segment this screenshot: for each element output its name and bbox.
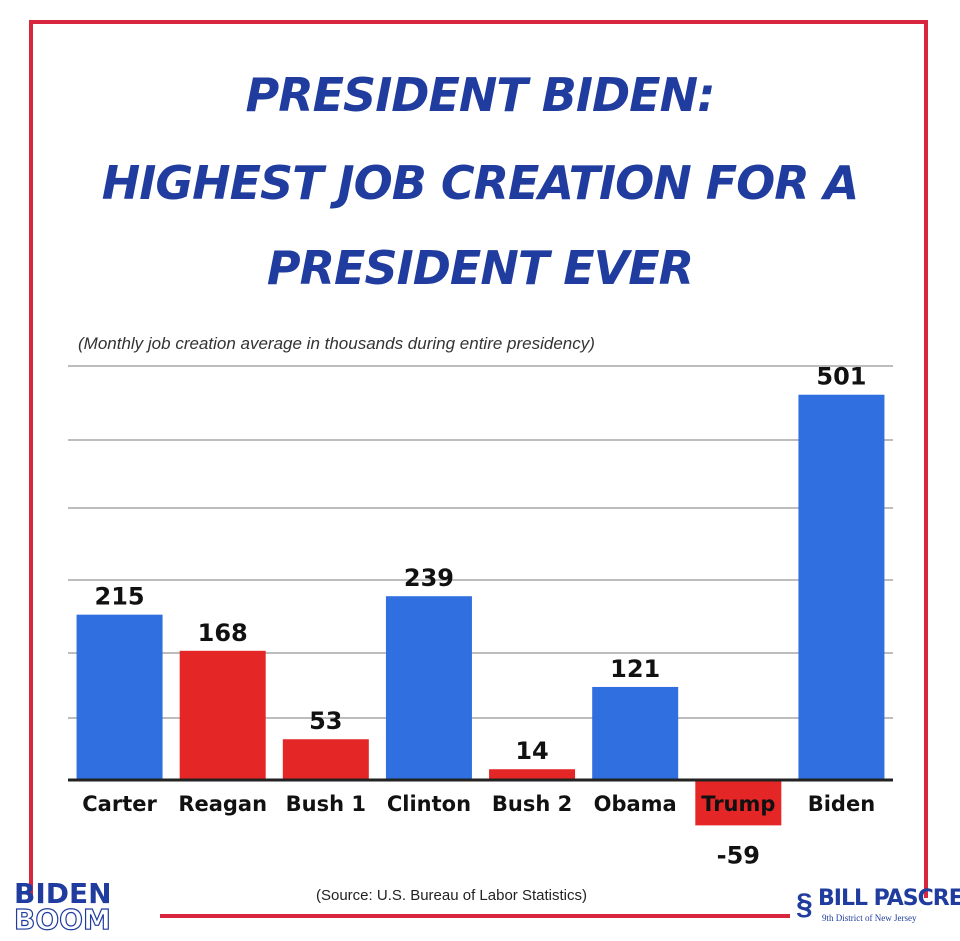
logo-left-line2: BOOM	[13, 903, 111, 936]
value-label-carter: 215	[95, 583, 145, 611]
value-label-clinton: 239	[404, 564, 454, 592]
bar-obama	[592, 686, 679, 780]
logo-left-line1: BIDEN	[14, 877, 112, 910]
source-note: (Source: U.S. Bureau of Labor Statistics…	[316, 887, 587, 904]
bar-trump	[695, 780, 782, 826]
bar-biden	[798, 394, 885, 780]
bar-clinton	[385, 596, 472, 780]
bar-chart: 215 Carter 168 Reagan 53 Bush 1 239 Clinton 14 Bu…	[68, 363, 893, 869]
category-label-clinton: Clinton	[387, 792, 471, 816]
category-label-biden: Biden	[808, 792, 875, 816]
value-label-biden: 501	[816, 363, 866, 391]
red-frame	[29, 20, 928, 898]
chart-subtitle: (Monthly job creation average in thousan…	[78, 334, 595, 353]
category-label-bush-2: Bush 2	[492, 792, 572, 816]
value-label-bush-2: 14	[515, 737, 548, 765]
title-line-1: PRESIDENT BIDEN:	[245, 68, 716, 122]
title-line-2: HIGHEST JOB CREATION FOR A	[101, 156, 860, 210]
value-label-trump: -59	[717, 841, 760, 869]
bar-bush-2	[489, 769, 576, 780]
new-jersey-icon: §	[796, 888, 813, 921]
bottom-divider	[160, 914, 790, 918]
category-label-trump: Trump	[701, 792, 775, 816]
category-label-reagan: Reagan	[178, 792, 267, 816]
value-label-bush-1: 53	[309, 707, 342, 735]
bar-bush-1	[282, 739, 369, 780]
biden-boom-logo: BIDEN BOOM	[13, 877, 112, 936]
value-label-obama: 121	[610, 655, 660, 683]
category-label-carter: Carter	[82, 792, 157, 816]
category-label-obama: Obama	[594, 792, 677, 816]
bar-reagan	[179, 650, 266, 780]
bar-carter	[76, 614, 163, 780]
title-line-3: PRESIDENT EVER	[266, 241, 694, 295]
logo-right-sub: 9th District of New Jersey	[822, 913, 917, 923]
category-label-bush-1: Bush 1	[286, 792, 366, 816]
value-label-reagan: 168	[198, 619, 248, 647]
logo-right-name: BILL PASCRELL	[818, 886, 960, 911]
